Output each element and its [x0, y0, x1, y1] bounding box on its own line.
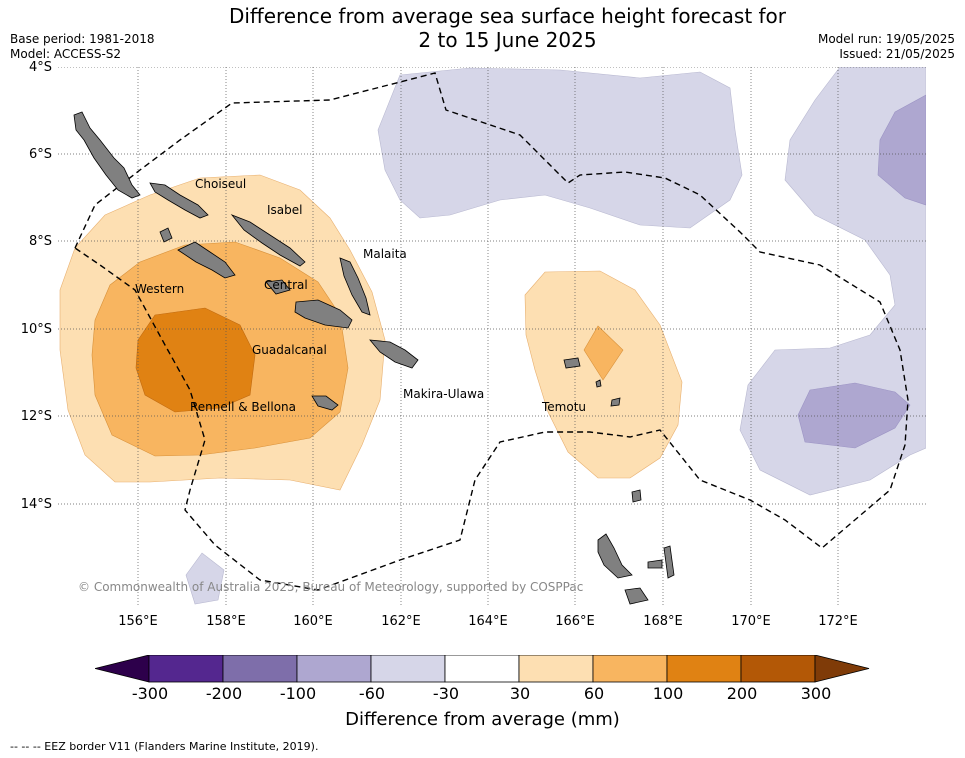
island-rennell — [311, 395, 339, 411]
colorbar-tick-2: -100 — [279, 684, 317, 703]
map-area[interactable] — [58, 67, 926, 605]
colorbar-under-triangle — [94, 654, 150, 683]
lat-label-10s: 10°S — [20, 322, 52, 337]
gridlines — [58, 67, 926, 605]
map-svg — [58, 67, 926, 605]
island-isabel — [230, 214, 306, 267]
island-makira — [369, 339, 419, 369]
place-label-western: Western — [135, 282, 185, 296]
copyright-notice: © Commonwealth of Australia 2025, Bureau… — [78, 580, 584, 594]
title-line-2: 2 to 15 June 2025 — [418, 28, 597, 52]
colorbar-tick-5: 30 — [509, 684, 531, 703]
island-malaita — [339, 257, 371, 316]
place-label-isabel: Isabel — [267, 203, 303, 217]
island-malakula — [624, 587, 649, 605]
colorbar-svg — [94, 654, 870, 683]
place-label-temotu: Temotu — [542, 400, 587, 414]
colorbar-cell — [740, 654, 816, 683]
island-guadalcanal — [294, 299, 353, 329]
colorbar-title: Difference from average (mm) — [345, 709, 620, 730]
colorbar-tick-9: 300 — [800, 684, 832, 703]
negative-anomaly-regions — [185, 67, 926, 605]
island-vanikoro — [610, 397, 621, 407]
lon-label-158e: 158°E — [206, 614, 246, 629]
colorbar-cell — [370, 654, 446, 683]
island-espiritu — [597, 533, 633, 579]
colorbar-cell — [444, 654, 520, 683]
island-new-georgia — [177, 241, 236, 279]
colorbar-cell — [222, 654, 298, 683]
islands — [73, 111, 675, 605]
contour-neg-southwest — [185, 552, 225, 605]
meta-left: Base period: 1981-2018 Model: ACCESS-S2 — [10, 32, 155, 62]
contour-pos-east-60 — [583, 325, 624, 381]
place-label-guadalcanal: Guadalcanal — [252, 343, 327, 357]
contour-neg-east-mid — [877, 94, 926, 206]
positive-anomaly-regions — [59, 174, 683, 491]
colorbar-cell — [296, 654, 372, 683]
island-santa-cruz — [563, 357, 581, 369]
lat-label-8s: 8°S — [28, 234, 52, 249]
place-label-central: Central — [264, 278, 308, 292]
lon-label-168e: 168°E — [643, 614, 683, 629]
place-label-malaita: Malaita — [363, 247, 407, 261]
model-name: Model: ACCESS-S2 — [10, 47, 122, 61]
colorbar-tick-0: -300 — [131, 684, 169, 703]
contour-pos-west-100 — [135, 307, 256, 413]
colorbar-tick-6: 60 — [583, 684, 605, 703]
place-label-makira-ulawa: Makira-Ulawa — [403, 387, 485, 401]
place-label-choiseul: Choiseul — [195, 177, 247, 191]
island-small-2 — [647, 559, 663, 569]
island-pentecost — [663, 545, 675, 579]
colorbar-tick-8: 200 — [726, 684, 758, 703]
lon-label-170e: 170°E — [731, 614, 771, 629]
island-vella — [159, 227, 173, 243]
lat-label-14s: 14°S — [20, 497, 52, 512]
colorbar-tick-3: -60 — [358, 684, 386, 703]
colorbar-tick-7: 100 — [652, 684, 684, 703]
base-period: Base period: 1981-2018 — [10, 32, 155, 46]
contour-neg-north — [377, 67, 743, 229]
lat-label-6s: 6°S — [28, 147, 52, 162]
lon-label-160e: 160°E — [293, 614, 333, 629]
title-line-1: Difference from average sea surface heig… — [228, 4, 787, 28]
colorbar-cell — [666, 654, 742, 683]
colorbar-tick-1: -200 — [205, 684, 243, 703]
issued-date: Issued: 21/05/2025 — [839, 47, 955, 61]
lon-label-156e: 156°E — [118, 614, 158, 629]
meta-right: Model run: 19/05/2025 Issued: 21/05/2025 — [818, 32, 955, 62]
lat-label-4s: 4°S — [28, 60, 52, 75]
island-choiseul — [149, 182, 209, 219]
eez-legend-footer: -- -- -- EEZ border V11 (Flanders Marine… — [10, 740, 319, 753]
colorbar-cell — [518, 654, 594, 683]
place-label-rennell-bellona: Rennell & Bellona — [190, 400, 297, 414]
colorbar-tick-4: -30 — [432, 684, 460, 703]
island-bougainville — [73, 111, 141, 199]
colorbar-cell — [148, 654, 224, 683]
island-small-1 — [595, 379, 602, 388]
lon-label-162e: 162°E — [381, 614, 421, 629]
lon-label-166e: 166°E — [555, 614, 595, 629]
lat-label-12s: 12°S — [20, 409, 52, 424]
contour-neg-southeast-mid — [797, 382, 911, 449]
colorbar — [94, 654, 871, 689]
island-central-fl — [265, 279, 291, 295]
island-banks — [631, 489, 642, 503]
colorbar-cell — [592, 654, 668, 683]
lon-label-164e: 164°E — [468, 614, 508, 629]
colorbar-over-triangle — [814, 654, 870, 683]
map-title: Difference from average sea surface heig… — [0, 4, 965, 52]
model-run: Model run: 19/05/2025 — [817, 32, 955, 46]
lon-label-172e: 172°E — [818, 614, 858, 629]
